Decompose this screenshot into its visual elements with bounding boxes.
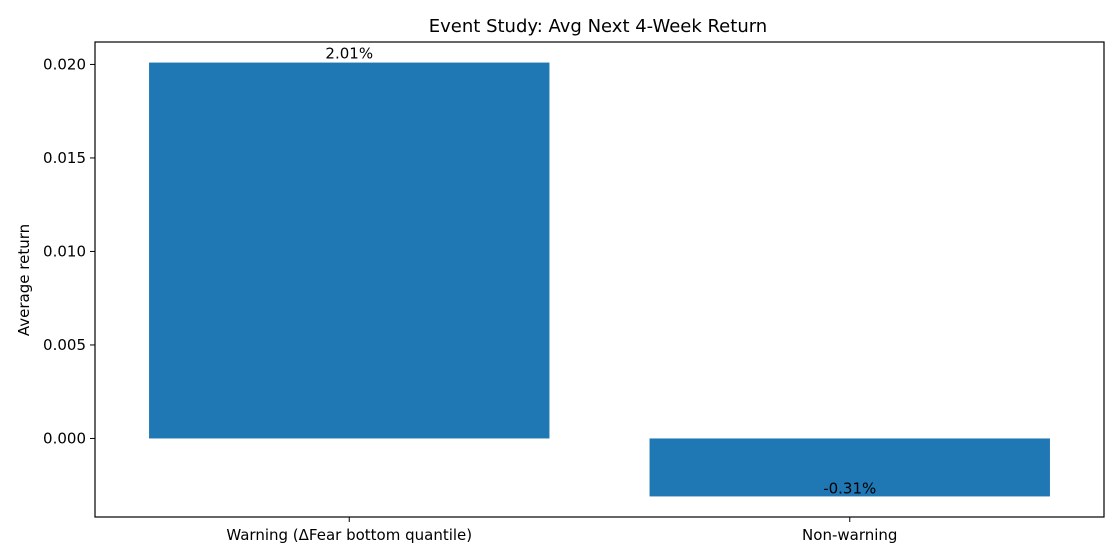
y-tick-label-2: 0.005 bbox=[43, 336, 86, 354]
y-tick-label-4: 0.015 bbox=[43, 149, 86, 167]
x-tick-label-1: Warning (ΔFear bottom quantile) bbox=[226, 526, 472, 544]
y-tick-label-3: 0.010 bbox=[43, 242, 86, 260]
chart-title: Event Study: Avg Next 4-Week Return bbox=[429, 16, 767, 37]
bar-2 bbox=[649, 438, 1050, 497]
bar-1 bbox=[149, 62, 550, 439]
y-axis-label: Average return bbox=[15, 224, 33, 336]
plot-area: 2.01% Warning (ΔFear bottom quantile) -0.3… bbox=[43, 41, 1105, 544]
y-tick-label-5: 0.020 bbox=[43, 55, 86, 73]
plot-frame bbox=[94, 41, 1105, 518]
data-label-2: -0.31% bbox=[823, 479, 876, 497]
y-tick-label-1: 0.000 bbox=[43, 429, 86, 447]
data-label-1: 2.01% bbox=[325, 45, 373, 63]
x-tick-label-2: Non-warning bbox=[802, 526, 897, 544]
